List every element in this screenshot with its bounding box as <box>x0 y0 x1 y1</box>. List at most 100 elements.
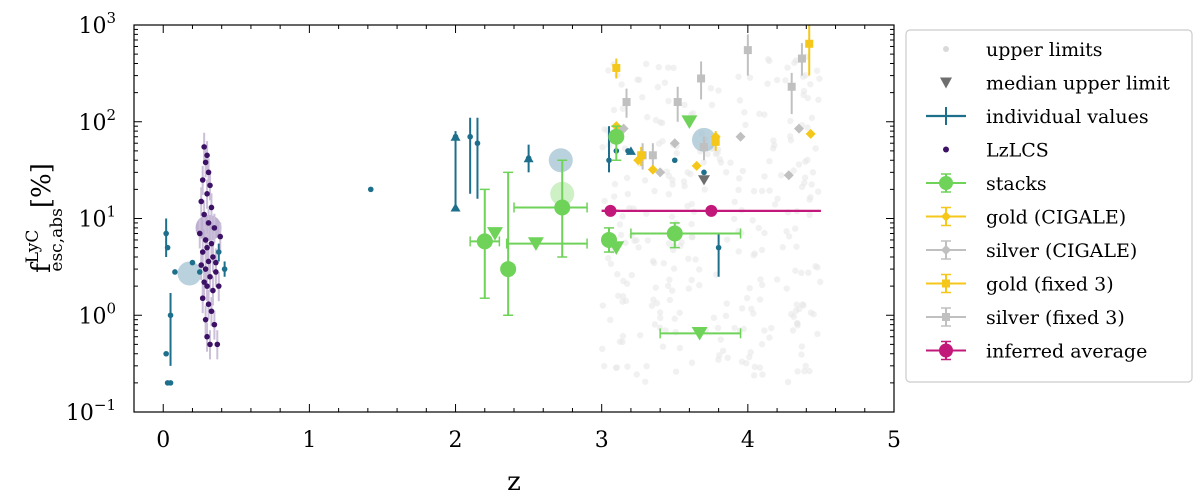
diamond-marker <box>735 131 746 142</box>
upper-limit-dot <box>714 149 721 157</box>
upper-limit-dot <box>659 343 667 350</box>
upper-limit-dot <box>808 181 815 188</box>
individual-point <box>701 169 707 176</box>
upper-limit-dot <box>809 169 817 176</box>
upper-limit-dot <box>813 67 821 74</box>
upper-limit-dot <box>804 156 811 164</box>
diamond-marker <box>805 128 816 139</box>
stack-upper-limit <box>527 237 544 251</box>
stack-upper-limit <box>608 241 625 255</box>
upper-limit-dot <box>766 187 773 194</box>
upper-limit-dot <box>731 215 738 223</box>
upper-limit-dot <box>636 332 644 339</box>
upper-limit-dot <box>812 145 819 152</box>
upper-limit-dot <box>676 309 683 316</box>
lzlcs-point <box>217 233 224 240</box>
upper-limit-dot <box>750 251 757 259</box>
upper-limit-dot <box>758 281 766 289</box>
individual-point <box>167 312 174 319</box>
upper-limit-dot <box>814 330 821 338</box>
lzlcs-point <box>213 259 219 266</box>
upper-limit-dot <box>750 372 758 379</box>
lzlcs-point <box>210 254 216 260</box>
upper-limit-dot <box>653 299 661 307</box>
upper-limit-dot <box>656 324 664 332</box>
upper-limit-dot <box>761 173 768 180</box>
upper-limit-dot <box>665 97 672 105</box>
y-tick-label: 103 <box>78 9 116 39</box>
legend-label: median upper limit <box>986 73 1170 95</box>
upper-limit-dot <box>817 278 824 286</box>
individual-point <box>671 157 678 164</box>
diamond-marker <box>794 123 804 134</box>
upper-limit-dot <box>684 169 691 176</box>
y-tick-label: 100 <box>78 299 116 329</box>
upper-limit-dot <box>774 195 781 202</box>
upper-limit-dot <box>723 300 730 307</box>
individual-point <box>715 244 722 251</box>
upper-limit-dot <box>802 362 809 370</box>
upper-limit-dot <box>759 371 766 378</box>
upper-limit-dot <box>610 106 618 114</box>
upper-limit-dot <box>715 356 722 363</box>
stack-upper-limit <box>691 326 708 341</box>
legend-entry: stacks <box>926 173 1047 195</box>
lzlcs-point <box>208 204 215 211</box>
legend-label: upper limits <box>986 39 1103 61</box>
upper-limit-dot <box>773 276 781 283</box>
y-axis-label: fLyC esc,abs[%] <box>23 163 67 273</box>
upper-limit-dot <box>764 80 771 87</box>
legend-marker <box>942 313 950 321</box>
upper-limit-dot <box>601 362 608 370</box>
upper-limit-dot <box>798 183 806 191</box>
individual-point <box>367 186 374 193</box>
upper-limit-dot <box>747 349 754 356</box>
legend-label: stacks <box>986 173 1047 195</box>
square-marker <box>637 151 646 160</box>
upper-limit-dot <box>599 345 606 353</box>
legend: upper limits median upper limit individual… <box>905 29 1193 383</box>
lzlcs-point <box>211 225 218 231</box>
upper-limit-dot <box>619 298 626 305</box>
lzlcs-point <box>205 301 212 308</box>
stack-point <box>554 199 571 216</box>
lzlcs-point <box>204 333 210 340</box>
x-tick-label: 4 <box>741 428 755 453</box>
upper-limit-dot <box>669 181 676 188</box>
upper-limit-dot <box>771 201 779 208</box>
y-tick-label: 102 <box>78 106 116 136</box>
upper-limit-dot <box>618 81 625 88</box>
individual-point <box>474 140 481 147</box>
upper-limit-dot <box>681 101 688 109</box>
upper-limit-dot <box>680 178 688 185</box>
lzlcs-point <box>207 341 213 348</box>
upper-limit-dot <box>648 302 656 309</box>
individual-point <box>221 266 228 272</box>
upper-limit-dot <box>801 174 809 181</box>
upper-limit-dot <box>688 200 695 208</box>
upper-limit-dot <box>761 229 768 237</box>
upper-limit-dot <box>806 211 813 219</box>
upper-limit-dot <box>756 296 764 303</box>
stack-point <box>476 233 493 250</box>
upper-limit-dot <box>717 336 724 343</box>
upper-limit-dot <box>746 284 753 292</box>
upper-limit-dot <box>689 233 696 241</box>
legend-marker <box>942 279 950 288</box>
upper-limit-dot <box>804 94 812 102</box>
upper-limit-dot <box>704 150 711 158</box>
x-tick-label: 0 <box>156 428 170 453</box>
upper-limit-dot <box>666 296 674 304</box>
upper-limit-dot <box>689 109 697 117</box>
upper-limit-dot <box>663 168 671 175</box>
upper-limit-dot <box>806 196 813 203</box>
upper-limit-dot <box>633 371 640 378</box>
diamond-marker <box>633 155 644 166</box>
upper-limit-dot <box>668 213 676 220</box>
legend-marker <box>939 176 953 190</box>
upper-limit-dot <box>619 105 627 112</box>
stack-point <box>666 225 683 242</box>
upper-limit-dot <box>783 228 790 235</box>
upper-limit-dot <box>701 186 708 193</box>
